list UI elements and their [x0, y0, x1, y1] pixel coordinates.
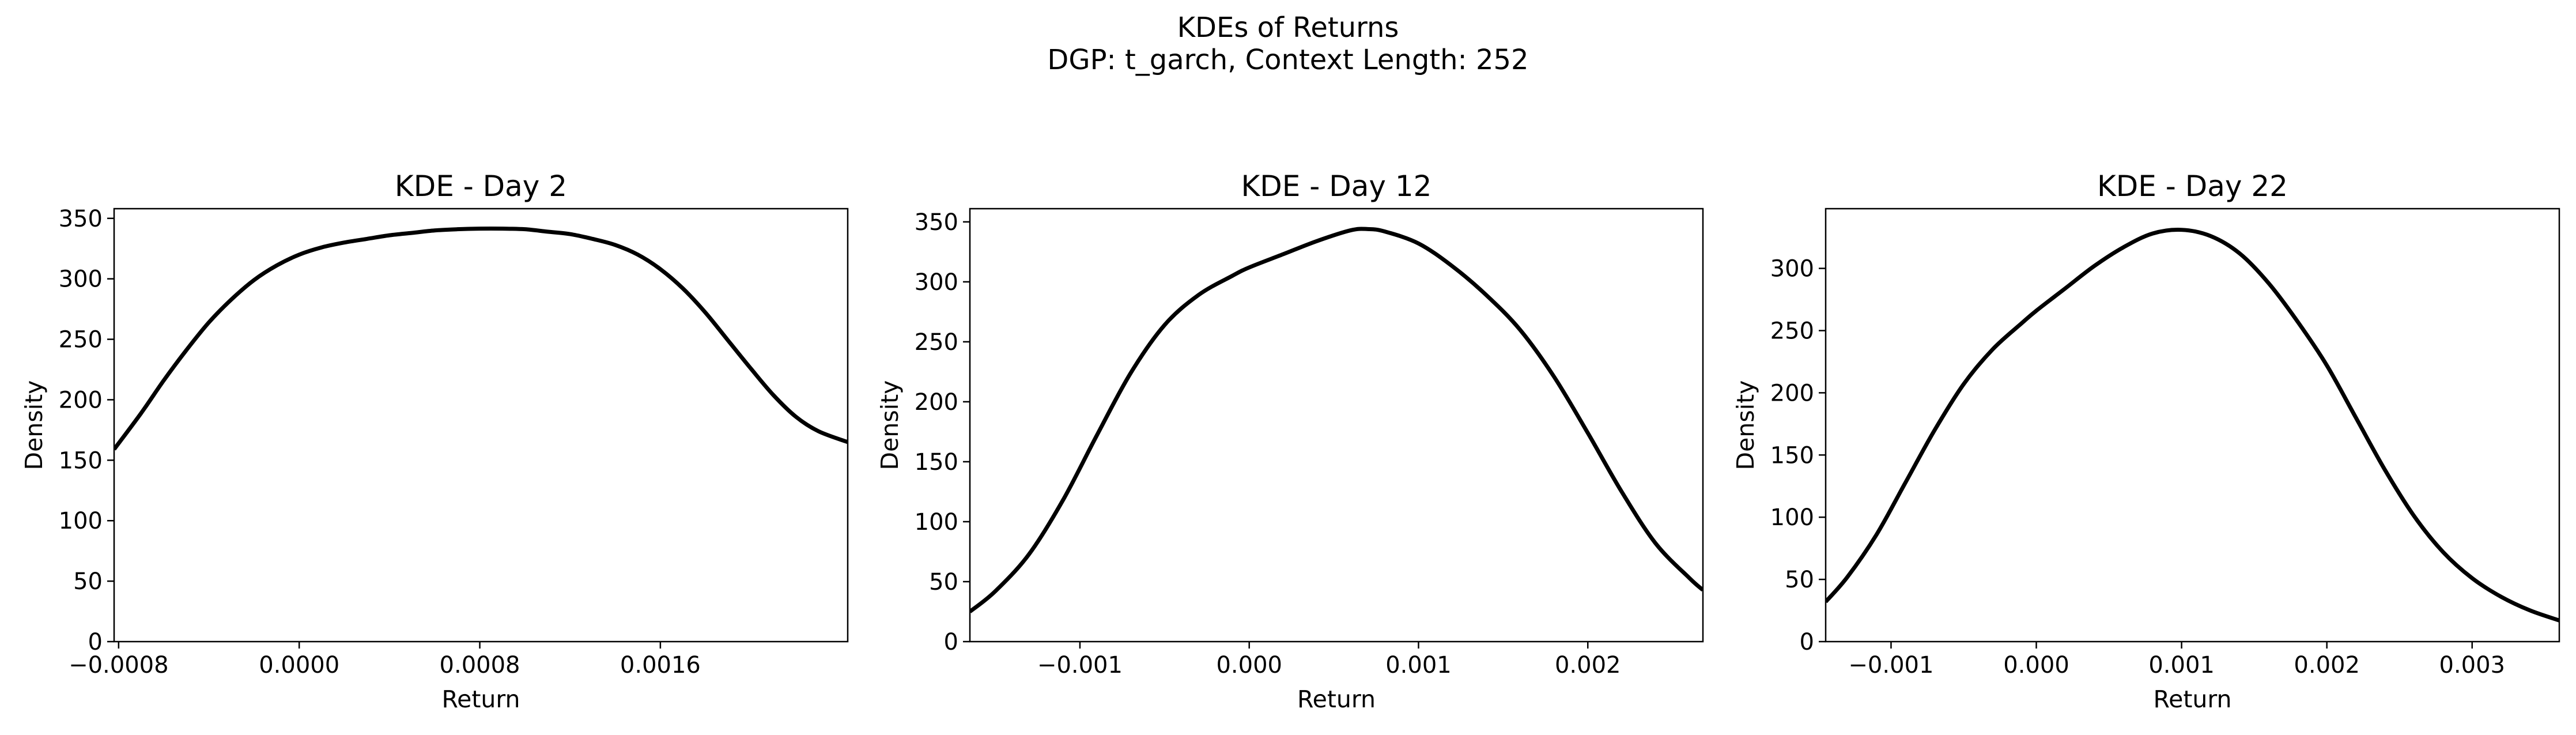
y-tick-label: 50 [1785, 567, 1814, 593]
y-tick-label: 200 [1770, 380, 1814, 406]
x-axis-label: Return [2153, 685, 2231, 713]
figure-title-line-2: DGP: t_garch, Context Length: 252 [1047, 44, 1528, 76]
y-tick-label: 300 [59, 266, 103, 293]
y-tick-label: 50 [929, 569, 958, 595]
figure-title-line-1: KDEs of Returns [1177, 12, 1399, 44]
subplot-title: KDE - Day 12 [1241, 169, 1432, 203]
y-tick-label: 100 [1770, 504, 1814, 531]
x-axis-label: Return [441, 685, 520, 713]
y-tick-label: 150 [915, 449, 958, 476]
y-tick-label: 250 [915, 329, 958, 356]
kde-line [114, 226, 848, 451]
y-tick-label: 150 [1770, 442, 1814, 469]
x-tick-label: −0.0008 [69, 652, 168, 679]
x-tick-label: 0.001 [2148, 652, 2215, 679]
x-tick-label: −0.001 [1848, 652, 1933, 679]
x-tick-label: 0.000 [1216, 652, 1282, 679]
y-tick-label: 250 [59, 327, 103, 353]
x-tick-label: 0.0008 [440, 652, 520, 679]
x-tick-label: 0.001 [1385, 652, 1452, 679]
x-tick-label: 0.002 [1555, 652, 1621, 679]
y-axis-label: Density [20, 380, 48, 470]
y-axis-label: Density [876, 380, 904, 470]
y-tick-label: 50 [73, 568, 103, 595]
x-tick-label: 0.0000 [259, 652, 339, 679]
subplot-title: KDE - Day 22 [2097, 169, 2288, 203]
y-axis-label: Density [1732, 380, 1759, 470]
y-tick-label: 200 [59, 387, 103, 413]
y-tick-label: 200 [915, 389, 958, 416]
kde-line [1826, 228, 2559, 623]
y-tick-label: 0 [88, 629, 103, 655]
y-tick-label: 350 [59, 206, 103, 232]
y-tick-label: 300 [1770, 256, 1814, 282]
subplot-day-12: KDE - Day 12 0 50 100 150 200 250 300 350 −0.001 0… [876, 169, 1704, 713]
subplot-day-2: KDE - Day 2 0 50 100 150 200 250 300 350 −0.0008 0… [20, 169, 849, 713]
y-tick-label: 100 [59, 508, 103, 534]
x-tick-label: −0.001 [1037, 652, 1123, 679]
subplot-title: KDE - Day 2 [395, 169, 567, 203]
axes-frame [1825, 208, 2560, 643]
x-tick-label: 0.0016 [620, 652, 701, 679]
y-tick-label: 250 [1770, 318, 1814, 344]
subplot-day-22: KDE - Day 22 0 50 100 150 200 250 300 −0.001 0.00… [1732, 169, 2560, 713]
y-tick-label: 150 [59, 447, 103, 474]
x-tick-label: 0.000 [2003, 652, 2069, 679]
y-tick-label: 0 [944, 629, 958, 655]
y-tick-label: 300 [915, 269, 958, 296]
axes-frame [969, 208, 1704, 643]
axes-frame [113, 208, 849, 643]
x-tick-label: 0.002 [2294, 652, 2360, 679]
y-tick-label: 0 [1800, 629, 1814, 655]
y-tick-label: 100 [915, 509, 958, 536]
y-tick-label: 350 [915, 209, 958, 236]
x-tick-label: 0.003 [2439, 652, 2505, 679]
x-axis-label: Return [1297, 685, 1376, 713]
kde-line [970, 227, 1703, 613]
